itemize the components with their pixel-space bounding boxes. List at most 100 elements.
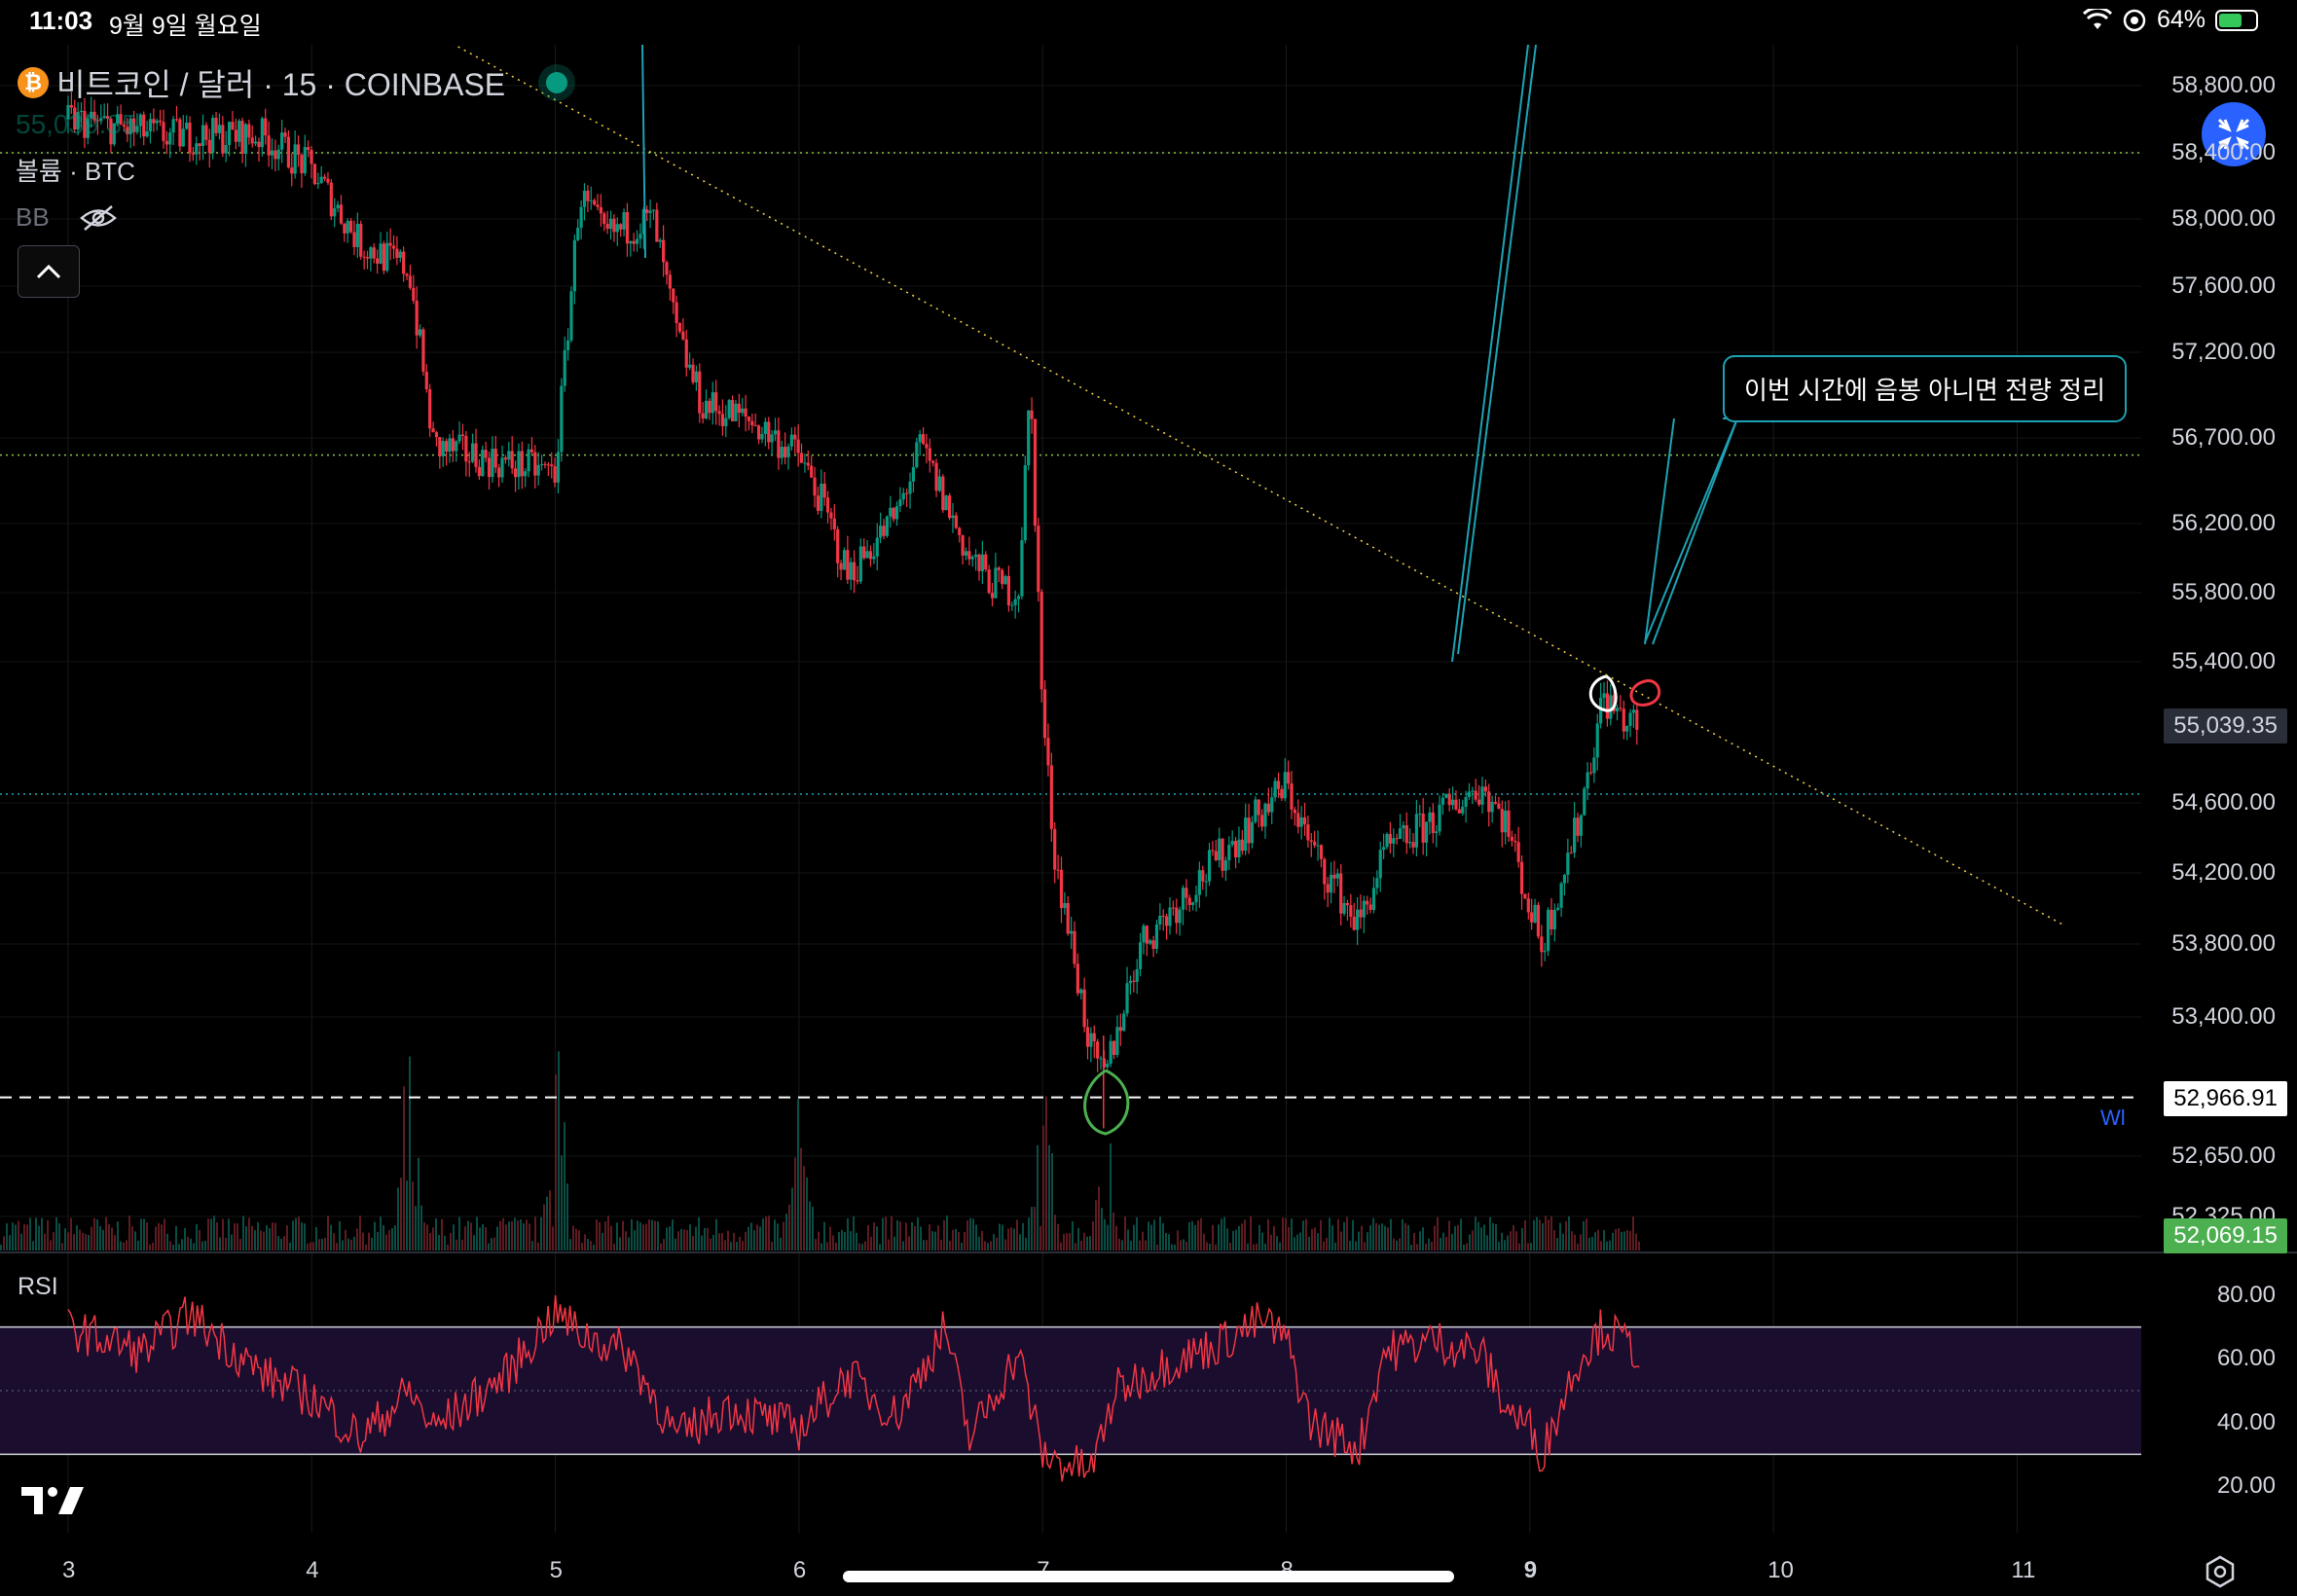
volume-bar (721, 1233, 723, 1251)
volume-bar (1045, 1096, 1047, 1251)
candle-body (1037, 526, 1040, 593)
volume-bar (1480, 1227, 1482, 1251)
candle-body (1223, 860, 1228, 871)
candle-body (941, 476, 945, 511)
candle-body (586, 191, 590, 201)
candle-body (424, 371, 428, 390)
candle-body (250, 137, 254, 144)
eye-off-icon[interactable] (79, 203, 118, 233)
volume-bar (91, 1226, 92, 1251)
candle-body (1454, 799, 1458, 810)
symbol-legend[interactable]: ₿ 비트코인 / 달러 · 15 · COINBASE (18, 60, 568, 105)
volume-bar (1299, 1232, 1301, 1251)
volume-bar (64, 1228, 66, 1251)
volume-bar (1372, 1217, 1374, 1251)
candle-body (1359, 909, 1363, 918)
candle-body (319, 176, 323, 184)
candle-body (152, 119, 156, 124)
candle-body (1402, 825, 1405, 829)
volume-bar (9, 1235, 11, 1251)
volume-bar (1165, 1232, 1167, 1251)
candle-body (852, 562, 857, 581)
candle-body (348, 220, 353, 233)
volume-bar (137, 1240, 139, 1251)
volume-bar (1037, 1144, 1039, 1251)
candle-body (1533, 904, 1537, 923)
candle-body (1388, 834, 1392, 844)
volume-bar (196, 1223, 198, 1251)
candle-body (944, 495, 948, 511)
candle-body (148, 119, 153, 132)
volume-bar (362, 1232, 364, 1251)
bb-legend[interactable]: BB (16, 202, 118, 233)
volume-bar (1130, 1241, 1132, 1251)
volume-bar (1553, 1230, 1555, 1251)
candle-body (69, 105, 73, 108)
volume-bar (774, 1219, 776, 1251)
candle-body (905, 492, 909, 494)
candle-body (1313, 841, 1317, 846)
volume-bar (1171, 1244, 1173, 1251)
volume-bar (1107, 1224, 1109, 1251)
candle-body (974, 554, 978, 558)
candle-body (1106, 1064, 1110, 1068)
volume-bar (803, 1166, 805, 1251)
candle-body (270, 150, 274, 156)
home-indicator[interactable] (843, 1571, 1454, 1582)
volume-bar (1606, 1241, 1608, 1251)
volume-bar (914, 1226, 916, 1251)
candle-body (862, 546, 866, 559)
candle-body (273, 150, 277, 160)
candle-body (1586, 772, 1589, 789)
volume-bar (1448, 1220, 1450, 1251)
volume-bar (388, 1230, 390, 1251)
candle-body (307, 147, 310, 151)
volume-bar (546, 1196, 548, 1251)
candle-body (937, 476, 942, 491)
price-axis-label: 52,650.00 (2171, 1143, 2276, 1169)
volume-bar (1428, 1238, 1430, 1251)
volume-bar (1331, 1225, 1333, 1251)
candle-body (806, 462, 810, 466)
volume-bar (111, 1227, 113, 1251)
volume-bar (403, 1086, 405, 1251)
tradingview-logo[interactable] (21, 1483, 86, 1518)
candle-body (405, 273, 409, 276)
candle-body (138, 114, 142, 127)
callout-note[interactable]: 이번 시간에 음봉 아니면 전량 정리 (1723, 355, 2127, 422)
candle-body (641, 209, 645, 235)
volume-bar (397, 1187, 399, 1251)
legend-collapse-button[interactable] (18, 245, 80, 298)
volume-bar (680, 1228, 682, 1251)
green-circle-mark (1083, 1069, 1130, 1136)
settings-icon[interactable] (2204, 1555, 2237, 1588)
volume-bar (1483, 1224, 1485, 1251)
volume-bar (1323, 1241, 1325, 1251)
volume-bar (660, 1243, 662, 1251)
candle-body (1099, 1058, 1103, 1060)
volume-bar (1393, 1238, 1395, 1251)
candle-body (1302, 816, 1307, 825)
volume-bar (1460, 1218, 1462, 1251)
candle-body (1625, 726, 1629, 732)
volume-bar (347, 1238, 349, 1251)
candle-body (629, 240, 633, 244)
collapse-arrows-icon (2217, 118, 2250, 151)
candle-body (109, 118, 113, 145)
volume-bar (891, 1215, 893, 1251)
volume-legend[interactable]: 볼륨 · BTC (16, 157, 135, 186)
candle-body (704, 400, 709, 418)
candle-body (431, 428, 435, 433)
volume-bar (1028, 1217, 1030, 1251)
volume-bar (526, 1219, 528, 1251)
volume-bar (955, 1228, 957, 1251)
volume-bar (1413, 1232, 1415, 1251)
volume-bar (607, 1215, 609, 1251)
exit-fullscreen-button[interactable] (2202, 102, 2266, 166)
volume-bar (1063, 1233, 1065, 1251)
candle-body (1424, 821, 1429, 843)
candle-body (977, 554, 981, 571)
rsi-title[interactable]: RSI (18, 1273, 58, 1300)
volume-bar (1060, 1242, 1062, 1251)
